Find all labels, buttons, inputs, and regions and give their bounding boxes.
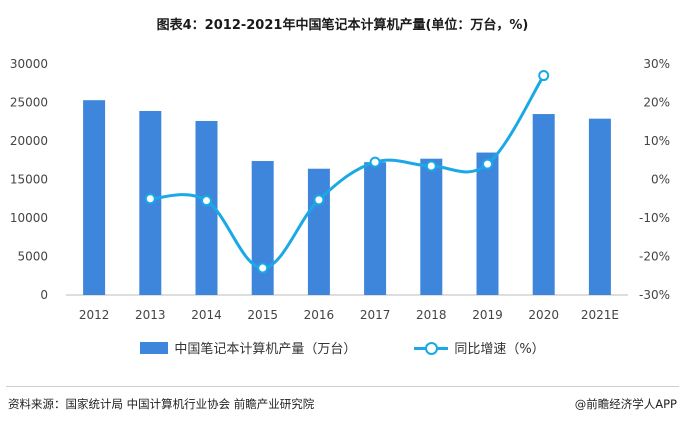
bar [532, 114, 555, 295]
legend-item-growth: 同比增速（%） [414, 338, 545, 357]
right-tick-label: -30% [639, 288, 670, 302]
growth-point [313, 194, 325, 206]
left-axis-ticks: 0 5000 10000 15000 20000 25000 30000 [10, 57, 48, 302]
x-tick-label: 2015 [247, 308, 278, 322]
growth-point [425, 160, 437, 172]
legend-bar-swatch [140, 341, 169, 354]
right-tick-label: 30% [643, 57, 670, 71]
left-tick-label: 5000 [17, 250, 48, 264]
legend-label-production: 中国笔记本计算机产量（万台） [174, 342, 357, 357]
right-tick-label: 0% [651, 173, 670, 187]
left-tick-label: 15000 [10, 173, 48, 187]
left-tick-label: 0 [40, 288, 48, 302]
right-axis-ticks: -30% -20% -10% 0% 10% 20% 30% [639, 57, 670, 302]
legend: 中国笔记本计算机产量（万台） 同比增速（%） [0, 338, 685, 357]
growth-point [257, 262, 269, 274]
x-tick-label: 2012 [79, 308, 110, 322]
brand-text: @前瞻经济学人APP [574, 397, 677, 411]
x-tick-label: 2018 [416, 308, 447, 322]
bar [251, 161, 274, 295]
footer-divider [6, 386, 679, 387]
right-tick-label: -20% [639, 250, 670, 264]
x-tick-label: 2017 [360, 308, 391, 322]
growth-points [144, 70, 550, 274]
bar [83, 100, 106, 295]
legend-line-swatch [414, 341, 449, 355]
bar [195, 120, 218, 295]
growth-point [201, 195, 212, 207]
left-tick-label: 30000 [10, 57, 48, 71]
x-tick-label: 2021E [581, 308, 619, 322]
bar [364, 162, 387, 295]
growth-point [144, 193, 156, 205]
x-tick-label: 2014 [191, 308, 222, 322]
right-tick-label: -10% [639, 211, 670, 225]
footer: 资料来源：国家统计局 中国计算机行业协会 前瞻产业研究院 @前瞻经济学人APP [0, 386, 685, 426]
chart-title: 图表4：2012-2021年中国笔记本计算机产量(单位：万台，%) [156, 18, 529, 33]
bar-series [83, 100, 611, 295]
bar [588, 118, 611, 295]
legend-item-production: 中国笔记本计算机产量（万台） [140, 338, 356, 357]
growth-point [482, 158, 493, 170]
x-tick-label: 2019 [472, 308, 503, 322]
x-axis-labels: 2012 2013 2014 2015 2016 2017 2018 2019 2020 2021… [79, 308, 619, 322]
x-tick-label: 2020 [528, 308, 559, 322]
bar [307, 168, 330, 295]
right-tick-label: 10% [643, 134, 670, 148]
x-tick-label: 2013 [135, 308, 166, 322]
left-tick-label: 25000 [10, 96, 48, 110]
growth-point [538, 70, 550, 82]
bar [420, 158, 443, 295]
legend-label-growth: 同比增速（%） [454, 342, 545, 357]
x-tick-label: 2016 [304, 308, 335, 322]
left-tick-label: 20000 [10, 134, 48, 148]
growth-point [369, 156, 381, 168]
right-tick-label: 20% [643, 96, 670, 110]
left-tick-label: 10000 [10, 211, 48, 225]
bar [476, 152, 499, 295]
source-text: 资料来源：国家统计局 中国计算机行业协会 前瞻产业研究院 [8, 397, 315, 411]
